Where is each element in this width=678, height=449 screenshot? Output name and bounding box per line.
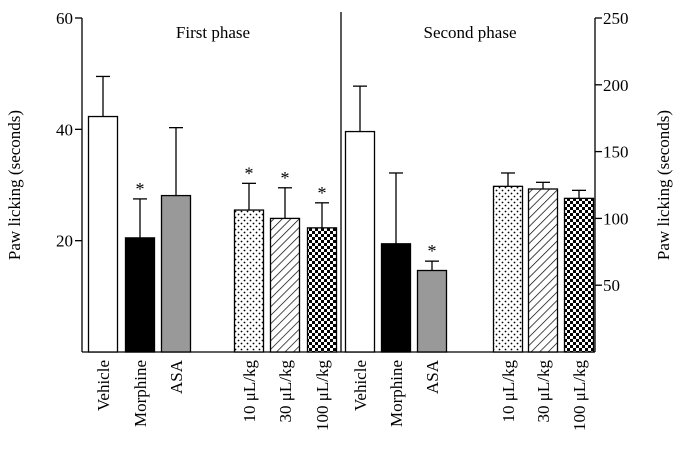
bar [527,188,559,353]
category-label: 100 μL/kg [313,360,332,431]
category-label: Vehicle [94,360,113,411]
bar [563,197,595,353]
y-tick-label: 150 [603,143,629,162]
y-tick-label: 100 [603,209,629,228]
category-label: ASA [167,359,186,394]
y-tick-label: 50 [603,276,620,295]
ticks: 20 40 60 50 100 150 200 250 [56,9,629,295]
category-label: ASA [423,359,442,394]
category-label: 30 μL/kg [534,360,553,423]
bar [124,237,156,353]
significance-star: * [245,163,254,183]
category-label: Morphine [387,360,406,427]
bar [416,269,448,353]
category-label: 100 μL/kg [570,360,589,431]
right-y-axis-title: Paw licking (seconds) [654,110,673,260]
bar [306,227,338,353]
bar [344,130,376,353]
category-labels: Vehicle Morphine ASA 10 μL/kg 30 μL/kg 100 μL… [94,359,589,431]
category-label: 10 μL/kg [499,360,518,423]
category-label: 10 μL/kg [240,360,259,423]
y-tick-label: 60 [56,9,73,28]
significance-star: * [281,168,290,188]
bar [380,243,412,353]
y-tick-label: 40 [56,120,73,139]
bar [492,185,524,353]
y-tick-label: 200 [603,76,629,95]
significance-star: * [428,241,437,261]
category-label: Vehicle [351,360,370,411]
left-y-axis-title: Paw licking (seconds) [5,110,24,260]
y-tick-label: 250 [603,9,629,28]
second-phase-title: Second phase [423,23,516,42]
category-label: Morphine [131,360,150,427]
bars: * * * * * [87,75,595,353]
significance-star: * [318,183,327,203]
bar [87,115,119,353]
category-label: 30 μL/kg [276,360,295,423]
significance-star: * [136,179,145,199]
bar [233,209,265,353]
first-phase-title: First phase [176,23,250,42]
bar [160,194,192,353]
y-tick-label: 20 [56,232,73,251]
bar [269,217,301,353]
